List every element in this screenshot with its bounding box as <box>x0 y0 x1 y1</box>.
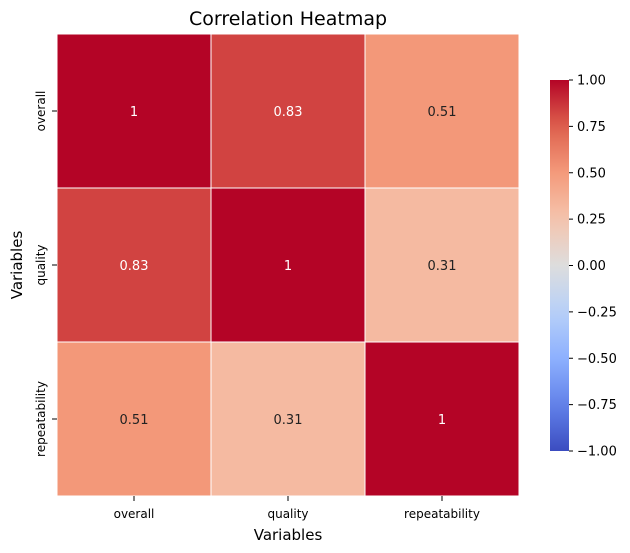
x-axis-title: Variables <box>254 526 323 544</box>
cell-value-label: 0.51 <box>428 105 457 120</box>
colorbar-tick-label: −0.25 <box>577 305 617 320</box>
cell-value-label: 0.51 <box>120 413 149 428</box>
cell-value-label: 0.83 <box>120 259 149 274</box>
heatmap-cell <box>56 187 212 343</box>
y-axis-ticks: overall quality repeatability <box>34 91 57 457</box>
colorbar-tick-label: 0.00 <box>577 259 606 274</box>
colorbar-tick-label: 0.25 <box>577 213 606 228</box>
y-tick-label: overall <box>34 91 48 132</box>
heatmap-cell <box>210 33 366 189</box>
colorbar: 1.00 0.75 0.50 0.25 0.00 −0.25 −0.50 −0.75 −1.00 <box>550 74 617 460</box>
colorbar-gradient <box>550 80 569 451</box>
y-tick-label: repeatability <box>34 381 48 457</box>
heatmap-cells: 1 0.83 0.51 0.83 1 0.31 0.51 0.31 1 <box>56 33 520 497</box>
heatmap-cell <box>364 33 520 189</box>
x-tick-label: quality <box>267 507 308 521</box>
x-tick-label: overall <box>114 507 155 521</box>
x-tick-label: repeatability <box>404 507 480 521</box>
colorbar-tick-label: 0.50 <box>577 166 606 181</box>
cell-value-label: 1 <box>284 259 292 274</box>
colorbar-tick-label: 1.00 <box>577 74 606 89</box>
heatmap-cell <box>56 33 212 189</box>
colorbar-tick-label: 0.75 <box>577 120 606 135</box>
cell-value-label: 1 <box>438 413 446 428</box>
heatmap-cell <box>210 187 366 343</box>
cell-value-label: 0.83 <box>274 105 303 120</box>
y-axis-title: Variables <box>8 231 26 300</box>
heatmap-cell <box>364 187 520 343</box>
cell-value-label: 1 <box>130 105 138 120</box>
colorbar-tick-label: −1.00 <box>577 445 617 460</box>
chart-title: Correlation Heatmap <box>189 8 387 30</box>
cell-value-label: 0.31 <box>428 259 457 274</box>
colorbar-tick-label: −0.50 <box>577 352 617 367</box>
heatmap-cell <box>56 341 212 497</box>
y-tick-label: quality <box>34 244 48 285</box>
cell-value-label: 0.31 <box>274 413 303 428</box>
heatmap-cell <box>210 341 366 497</box>
x-axis-ticks: overall quality repeatability <box>114 496 480 521</box>
colorbar-tick-label: −0.75 <box>577 398 617 413</box>
